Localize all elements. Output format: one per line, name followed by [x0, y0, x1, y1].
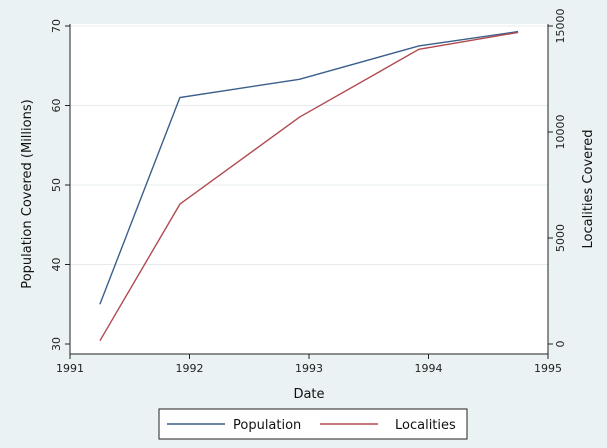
x-tick-label: 1991	[56, 362, 84, 375]
y-left-tick-label: 40	[50, 258, 63, 272]
x-tick-label: 1994	[415, 362, 443, 375]
y-right-tick-label: 5000	[554, 224, 567, 252]
y-left-tick-label: 70	[50, 19, 63, 33]
x-tick-label: 1995	[534, 362, 562, 375]
series-line-population	[99, 30, 519, 305]
y-left-tick-label: 50	[50, 178, 63, 192]
x-tick-label: 1992	[176, 362, 204, 375]
plot-area	[70, 24, 548, 354]
y-right-tick-label: 0	[554, 341, 567, 348]
x-axis-title: Date	[293, 387, 324, 402]
y-left-tick-label: 60	[50, 99, 63, 113]
legend-label-population: Population	[233, 418, 301, 433]
y-right-tick-label: 10000	[554, 115, 567, 150]
x-tick-label: 1993	[295, 362, 323, 375]
axes: 30 40 50 60 70 0 5000 10000 15000 1991 1992 1993 199…	[50, 9, 567, 376]
gridlines	[70, 25, 548, 265]
series-line-localities	[99, 31, 519, 342]
y-left-axis-title: Population Covered (Millions)	[20, 99, 35, 288]
legend: Population Localities	[158, 408, 468, 440]
y-left-tick-label: 30	[50, 337, 63, 351]
y-right-axis-title: Localities Covered	[581, 130, 596, 249]
legend-label-localities: Localities	[395, 418, 456, 433]
series-lines	[99, 30, 519, 342]
y-right-tick-label: 15000	[554, 9, 567, 44]
